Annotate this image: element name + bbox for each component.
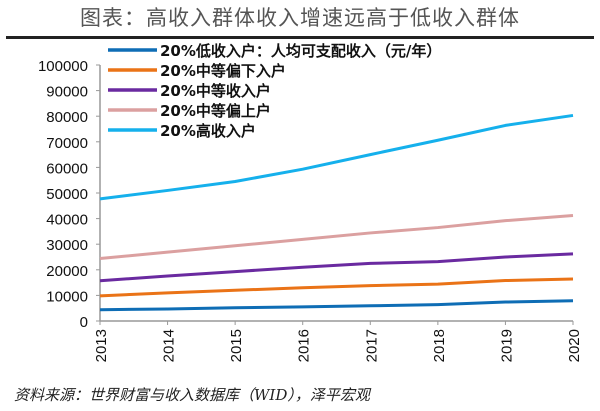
x-tick-label: 2019 [498, 329, 515, 362]
x-tick-label: 2016 [296, 329, 313, 362]
x-tick-label: 2014 [161, 329, 178, 362]
legend-label: 20%中等偏上户 [160, 102, 271, 120]
series-line [99, 214, 574, 261]
y-tick-label: 10000 [46, 288, 88, 305]
x-tick-label: 2018 [431, 329, 448, 362]
y-tick-label: 50000 [46, 186, 88, 203]
y-tick-label: 70000 [46, 135, 88, 152]
y-tick-label: 20000 [46, 263, 88, 280]
x-tick-label: 2017 [363, 329, 380, 362]
y-tick-label: 0 [80, 314, 88, 331]
series-line [99, 113, 574, 201]
legend-label: 20%中等收入户 [160, 82, 271, 100]
y-tick-label: 100000 [38, 58, 88, 75]
y-tick-label: 90000 [46, 84, 88, 101]
legend-label: 20%高收入户 [160, 122, 256, 140]
series-line [99, 252, 574, 283]
x-tick-label: 2020 [566, 329, 583, 362]
title-divider [6, 36, 594, 39]
source-note: 资料来源：世界财富与收入数据库（WID），泽平宏观 [14, 386, 370, 404]
series-line [99, 299, 574, 312]
y-tick-label: 80000 [46, 109, 88, 126]
y-tick-label: 30000 [46, 237, 88, 254]
x-tick-label: 2015 [228, 329, 245, 362]
y-tick-label: 60000 [46, 160, 88, 177]
chart-title: 图表：高收入群体收入增速远高于低收入群体 [80, 6, 520, 30]
legend-label: 20%低收入户：人均可支配收入（元/年） [160, 42, 441, 60]
legend-label: 20%中等偏下入户 [160, 62, 286, 80]
series-line [99, 277, 574, 298]
x-tick-label: 2013 [93, 329, 110, 362]
y-tick-label: 40000 [46, 212, 88, 229]
